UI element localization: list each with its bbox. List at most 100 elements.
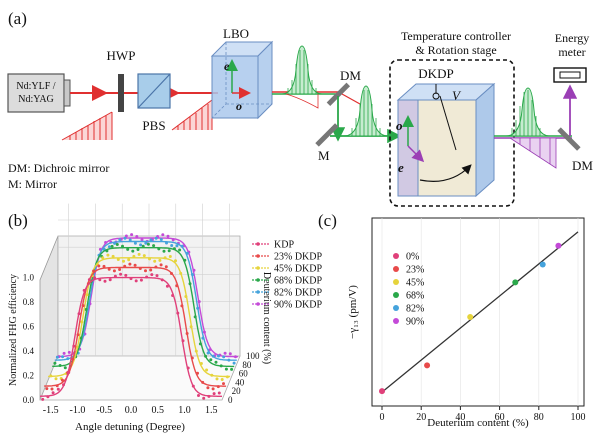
legend-label-3: 68% xyxy=(406,291,424,302)
point-68-15 xyxy=(131,249,135,253)
point-68-11 xyxy=(110,244,114,248)
point-90-15 xyxy=(135,235,139,238)
legend-label-5: 90% DKDP xyxy=(274,300,322,311)
curve-45 xyxy=(48,257,231,378)
point-68-19 xyxy=(152,244,156,248)
point-45-29 xyxy=(199,362,203,365)
legend-label-2: 45% DKDP xyxy=(274,264,322,275)
point-23-5 xyxy=(71,357,75,361)
point-82-31 xyxy=(217,354,220,358)
legend: 0% 23% 45% 68% 82% 90% xyxy=(393,252,424,328)
curve-82 xyxy=(54,240,237,361)
point-68-26 xyxy=(188,282,192,286)
point-68-12 xyxy=(115,243,119,246)
point-90-2 xyxy=(67,350,71,354)
grid xyxy=(381,218,579,410)
x-tick-label-1: -1.0 xyxy=(70,405,86,416)
panel-b-tag: (b) xyxy=(8,211,28,230)
z-tick-label-3: 60 xyxy=(239,369,249,379)
point-45-25 xyxy=(179,271,183,275)
panel-a-tag: (a) xyxy=(8,9,27,28)
point-82-0 xyxy=(55,355,59,359)
x-ticks: -1.5 -1.0 -0.5 0.0 0.5 1.0 1.5 xyxy=(43,405,218,416)
dkdp-e-axis xyxy=(407,145,425,163)
point-68-30 xyxy=(209,358,213,362)
voltage-label: V xyxy=(452,88,462,103)
dkdp-label: DKDP xyxy=(418,66,453,81)
legend-marker-5 xyxy=(393,318,399,324)
point-23-34 xyxy=(222,382,225,386)
rotation-arrow xyxy=(419,164,472,182)
point-0-8 xyxy=(82,288,86,292)
panel-b: (b) -1.5 -1.0 -0.5 0.0 0.5 1.0 1.5 0.00.20.40.… xyxy=(8,203,322,433)
point-45-11 xyxy=(106,253,110,257)
x-tick-label-1: 20 xyxy=(416,412,426,423)
point-82-16 xyxy=(139,243,143,247)
point-0-13 xyxy=(108,278,112,282)
point-0-30 xyxy=(197,394,200,397)
laser-label-2: Nd:YAG xyxy=(18,94,54,105)
point-68-23 xyxy=(172,247,176,251)
x-tick-label-5: 1.0 xyxy=(178,405,191,416)
point-68-13 xyxy=(121,244,124,248)
x-axis-label: Angle detuning (Degree) xyxy=(75,421,185,433)
laser-box xyxy=(7,73,65,113)
point-0-28 xyxy=(186,366,190,370)
point-82-1 xyxy=(61,355,65,359)
legend-label-0: KDP xyxy=(274,240,294,251)
plot-frame xyxy=(371,217,585,407)
legend-dm: DM: Dichroic mirror xyxy=(8,161,109,175)
point-0-26 xyxy=(176,311,180,315)
point-90-21 xyxy=(166,234,170,238)
y-axis-label: −γ₁₃ (pm/V) xyxy=(347,285,359,339)
point-23-13 xyxy=(112,269,116,273)
point-68-1 xyxy=(58,364,62,367)
legend-marker-3 xyxy=(393,292,399,298)
point-82-19 xyxy=(154,236,158,240)
point-45-0 xyxy=(49,374,53,378)
legend-marker-4 xyxy=(393,305,399,311)
legend-marker-0 xyxy=(256,242,260,246)
point-0-19 xyxy=(139,278,143,282)
data-point-3 xyxy=(512,279,519,286)
z-tick-label-2: 40 xyxy=(235,377,245,387)
point-90-22 xyxy=(171,238,175,242)
point-0-32 xyxy=(207,394,211,398)
point-68-18 xyxy=(146,242,150,246)
data-point-1 xyxy=(424,362,431,369)
point-0-7 xyxy=(77,312,81,316)
point-45-18 xyxy=(142,254,146,258)
z-tick-label-5: 100 xyxy=(246,351,260,361)
pbs-diagonal xyxy=(137,73,171,109)
dm2-label: DM xyxy=(572,158,593,173)
plot-area xyxy=(379,231,579,395)
mirror-m xyxy=(315,123,339,147)
x-tick-label-5: 100 xyxy=(571,412,586,423)
z-tick-label-1: 20 xyxy=(232,386,242,396)
point-0-14 xyxy=(113,274,117,278)
point-90-14 xyxy=(130,233,134,237)
z-tick-label-4: 80 xyxy=(242,360,252,370)
sh-pulse-2 xyxy=(343,85,389,137)
point-23-29 xyxy=(196,371,199,375)
x-tick-label-2: -0.5 xyxy=(96,405,112,416)
point-23-0 xyxy=(45,387,49,391)
point-68-10 xyxy=(105,249,109,253)
point-0-3 xyxy=(56,387,60,391)
point-68-16 xyxy=(136,248,140,251)
data-point-5 xyxy=(555,242,562,249)
x-tick-label-2: 40 xyxy=(455,412,465,423)
point-45-32 xyxy=(215,377,219,381)
point-23-9 xyxy=(92,269,96,273)
y-tick-label-1: 0.2 xyxy=(23,371,34,381)
point-90-34 xyxy=(234,355,237,359)
point-23-23 xyxy=(164,265,168,269)
lbo-o-label: o xyxy=(236,99,242,113)
point-23-30 xyxy=(201,380,205,384)
x-ticks: 0 20 40 60 80 100 xyxy=(380,412,586,423)
output-pulse xyxy=(505,87,557,169)
point-82-11 xyxy=(113,241,117,245)
point-82-17 xyxy=(144,241,148,245)
y-ticks: 0.0 0.2 0.4 0.6 0.8 1.0 xyxy=(23,273,35,405)
